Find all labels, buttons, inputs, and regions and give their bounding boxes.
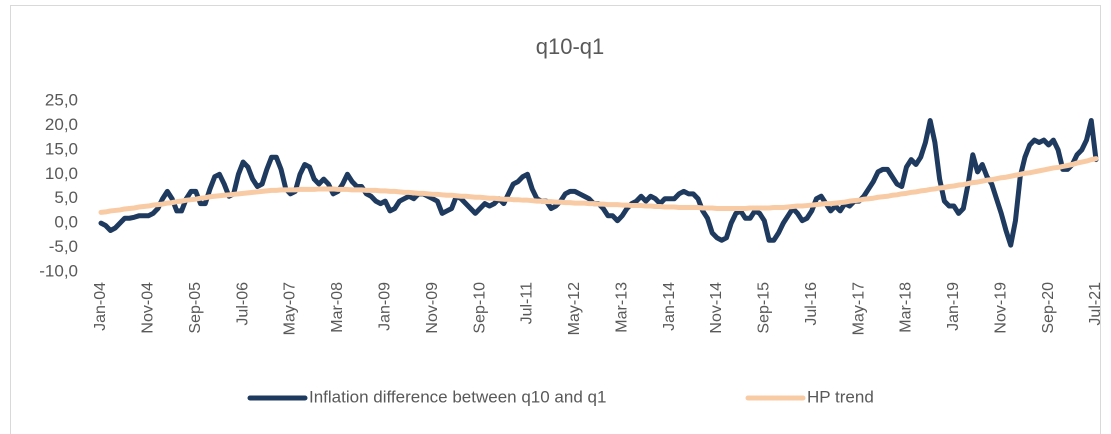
y-tick-label: 0,0 [54,213,78,232]
x-tick-label: Sep-05 [187,282,204,334]
legend-label: Inflation difference between q10 and q1 [309,387,606,406]
legend-label: HP trend [807,387,874,406]
x-tick-label: Nov-09 [424,282,441,334]
x-tick-label: May-07 [282,282,299,335]
legend: Inflation difference between q10 and q1 H… [247,387,874,406]
x-tick-label: Jul-06 [234,282,251,326]
data-line [98,156,1099,215]
x-tick-label: Nov-14 [708,282,725,334]
x-tick-label: Nov-19 [992,282,1009,334]
x-tick-label: Jan-09 [377,282,394,331]
y-tick-label: -10,0 [39,261,78,280]
chart-title: q10-q1 [536,34,605,59]
x-tick-label: Mar-18 [898,282,915,333]
y-tick-label: -5,0 [49,237,78,256]
x-tick-label: Mar-08 [329,282,346,333]
y-tick-label: 15,0 [45,139,78,158]
y-tick-label: 5,0 [54,188,78,207]
x-tick-label: Sep-10 [471,282,488,334]
y-tick-label: 20,0 [45,115,78,134]
x-tick-label: Jul-11 [519,282,536,324]
chart-border [10,5,1101,434]
x-tick-label: Jan-14 [661,282,678,331]
x-tick-label: Jan-19 [945,282,962,331]
x-tick-label: Sep-20 [1040,282,1057,334]
x-tick-label: Jul-21 [1087,282,1104,326]
x-tick-label: Nov-04 [140,282,157,334]
x-tick-label: Mar-13 [613,282,630,333]
x-tick-label: Jul-16 [803,282,820,326]
y-tick-label: 10,0 [45,164,78,183]
x-tick-label: May-12 [566,282,583,335]
x-tick-label: Jan-04 [92,282,109,331]
x-tick-label: May-17 [850,282,867,335]
x-tick-label: Sep-15 [756,282,773,334]
y-tick-label: 25,0 [45,90,78,109]
